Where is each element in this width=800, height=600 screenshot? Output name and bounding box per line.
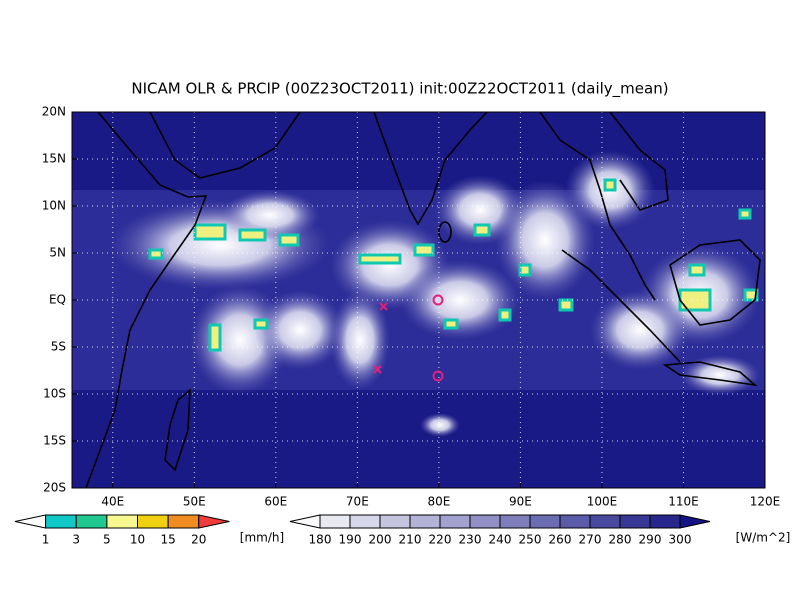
colorbar-label: 180 (309, 533, 332, 547)
lat-label: 5N (49, 246, 66, 260)
lon-label: 100E (587, 495, 618, 509)
colorbar-box (379, 514, 411, 529)
colorbar-box (529, 514, 561, 529)
colorbars: 1 3 5 10 15 20 [mm/h] 180 190 200 210 220 230 240 250 2… (14, 514, 791, 547)
colorbar-label: 15 (160, 533, 175, 547)
colorbar-label: 200 (369, 533, 392, 547)
colorbar-label: 230 (459, 533, 482, 547)
colorbar-arrow (198, 514, 230, 529)
colorbar-box (106, 514, 138, 529)
lat-label: 15S (43, 434, 66, 448)
lon-label: 90E (509, 495, 532, 509)
colorbar-box (75, 514, 108, 529)
lat-label: 15N (42, 152, 66, 166)
colorbar-label: 10 (130, 533, 145, 547)
colorbar-label: 190 (339, 533, 362, 547)
colorbar-label: 240 (489, 533, 512, 547)
x-marker (379, 302, 388, 311)
colorbar-unit: [mm/h] (240, 531, 284, 545)
colorbar-label: 300 (669, 533, 692, 547)
lat-label: 10N (42, 199, 66, 213)
colorbar-label: 210 (399, 533, 422, 547)
track-markers (373, 294, 444, 382)
colorbar-label: 220 (429, 533, 452, 547)
colorbar-box (137, 514, 169, 529)
lat-label: 10S (43, 387, 66, 401)
colorbar-box (469, 514, 501, 529)
lon-label: 110E (668, 495, 699, 509)
map-title: NICAM OLR & PRCIP (00Z23OCT2011) init:00… (131, 80, 668, 99)
graticule (72, 112, 765, 488)
lat-label: EQ (49, 293, 66, 307)
colorbar-arrow (289, 514, 321, 529)
lat-label: 5S (51, 340, 66, 354)
lon-label: 120E (750, 495, 781, 509)
o-marker (432, 370, 444, 382)
colorbar-box (589, 514, 621, 529)
colorbar-box (439, 514, 471, 529)
lon-label: 70E (346, 495, 369, 509)
lon-label: 60E (264, 495, 287, 509)
colorbar-label: 3 (72, 533, 80, 547)
colorbar-arrow (679, 514, 711, 529)
colorbar-box (349, 514, 381, 529)
colorbar-label: 250 (519, 533, 542, 547)
colorbar-label: 290 (639, 533, 662, 547)
colorbar-arrow (14, 514, 47, 529)
precip-spots (148, 178, 759, 352)
colorbar-label: 1 (42, 533, 50, 547)
lon-label: 40E (101, 495, 124, 509)
map-field (72, 112, 765, 488)
o-marker (432, 294, 444, 306)
colorbar-label: 280 (609, 533, 632, 547)
colorbar-box (559, 514, 591, 529)
colorbar-box (409, 514, 441, 529)
colorbar-label: 260 (549, 533, 572, 547)
colorbar-box (619, 514, 651, 529)
lat-label: 20N (42, 105, 66, 119)
lat-label: 20S (43, 481, 66, 495)
lon-label: 80E (427, 495, 450, 509)
colorbar-label: 270 (579, 533, 602, 547)
colorbar-box (499, 514, 531, 529)
colorbar-box (167, 514, 200, 529)
axis-labels: 20N 15N 10N 5N EQ 5S 10S 15S 20S 40E 50E 60E 70E 80E 9… (42, 105, 781, 509)
colorbar-unit: [W/m^2] (736, 531, 791, 545)
colorbar-label: 20 (191, 533, 206, 547)
colorbar-box (649, 514, 681, 529)
colorbar-label: 5 (103, 533, 111, 547)
x-marker (373, 365, 382, 374)
colorbar-box (45, 514, 77, 529)
coastlines (85, 112, 761, 488)
colorbar-box (319, 514, 351, 529)
lon-label: 50E (183, 495, 206, 509)
